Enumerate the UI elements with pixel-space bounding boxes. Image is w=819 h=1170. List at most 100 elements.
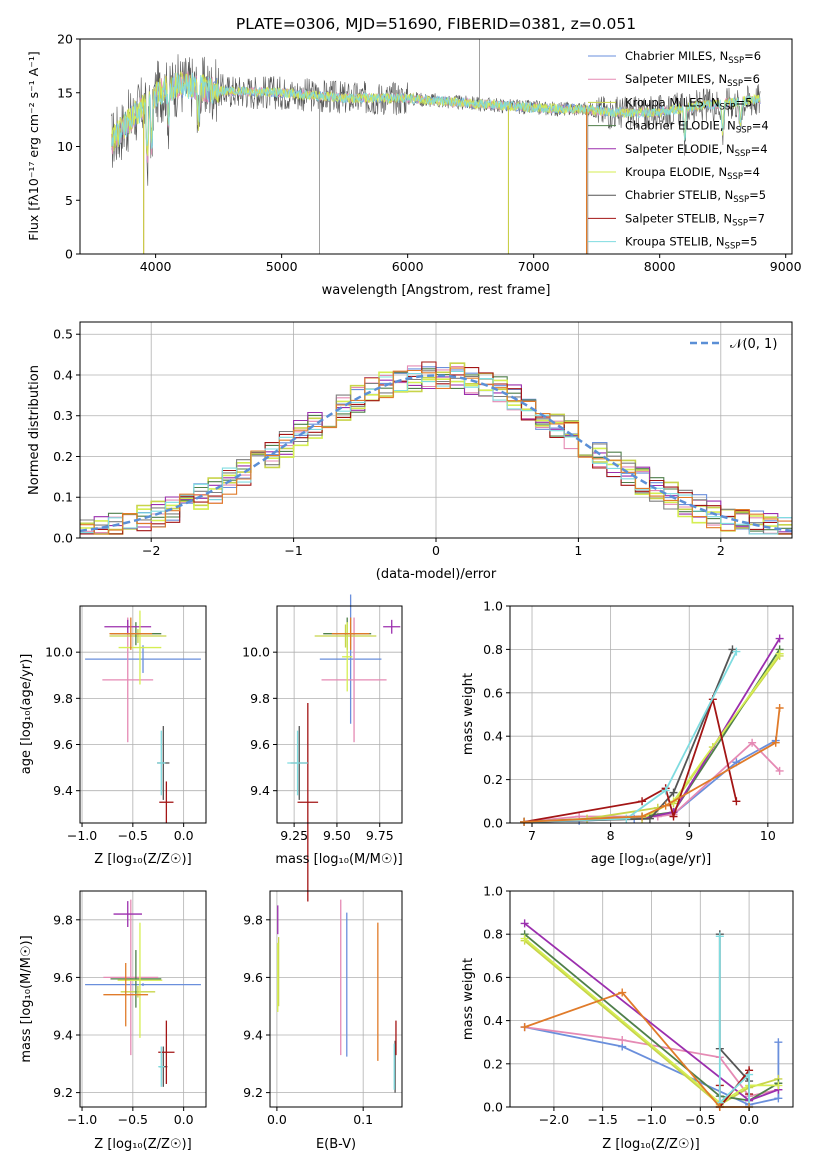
y-tick-label: 9.2 <box>53 1085 73 1100</box>
plus-marker <box>661 801 670 810</box>
legend-label-main: Salpeter ELODIE, N <box>625 142 735 156</box>
residuals-ylabel: Normed distribution <box>27 365 42 495</box>
legend-label-suffix: =5 <box>740 235 757 249</box>
y-tick-label: 0.6 <box>483 970 503 985</box>
y-tick-label: 5 <box>65 193 73 208</box>
y-tick-label: 0.8 <box>483 642 503 657</box>
y-tick-label: 1.0 <box>483 884 503 899</box>
legend-label-suffix: =6 <box>743 72 760 86</box>
legend-label-sub: SSP <box>727 172 743 182</box>
legend-label-main: Salpeter STELIB, N <box>625 211 732 225</box>
residuals-xlabel: (data-model)/error <box>376 567 497 582</box>
x-tick-label: 2 <box>717 543 725 558</box>
mass-vs-Z-xlabel: Z [log₁₀(Z/Z☉)] <box>94 1137 191 1152</box>
x-tick-label: 1 <box>574 543 582 558</box>
x-tick-label: 4000 <box>140 259 172 274</box>
age-vs-Z-axes-frame <box>79 605 207 824</box>
x-tick-label: 7000 <box>518 259 550 274</box>
plus-marker <box>774 1081 783 1090</box>
plus-marker <box>775 634 784 643</box>
mass-weight-line <box>524 937 779 1104</box>
mass-vs-ebv-axes-frame <box>269 890 403 1108</box>
y-tick-label: 0.4 <box>483 729 503 744</box>
model-spectrum-line <box>111 72 761 149</box>
x-tick-label: 0.0 <box>739 1112 759 1127</box>
legend-label-main: Kroupa STELIB, N <box>625 235 725 249</box>
plus-marker <box>748 738 757 747</box>
plus-marker <box>669 812 678 821</box>
x-tick-label: −1.0 <box>67 828 97 843</box>
mass-weight-line <box>718 934 750 1082</box>
plus-marker <box>638 797 647 806</box>
x-tick-label: −2.0 <box>539 1112 569 1127</box>
plus-marker <box>622 814 631 823</box>
legend-label-sub: SSP <box>720 102 736 112</box>
plus-marker <box>775 766 784 775</box>
x-tick-label: −2 <box>142 543 160 558</box>
age-vs-mass-axes-frame <box>276 605 403 824</box>
legend-label-sub: SSP <box>736 126 752 136</box>
x-tick-label: 0.1 <box>353 1112 373 1127</box>
legend-label-sub: SSP <box>727 79 743 89</box>
y-tick-label: 0.5 <box>53 327 73 342</box>
legend-label: Salpeter ELODIE, NSSP=4 <box>625 142 768 159</box>
x-tick-label: 7 <box>528 828 536 843</box>
x-tick-label: −1 <box>284 543 302 558</box>
y-tick-label: 0.6 <box>483 685 503 700</box>
y-tick-label: 0.2 <box>53 449 73 464</box>
y-tick-label: 0.8 <box>483 927 503 942</box>
hist-traces <box>80 361 792 535</box>
x-tick-label: −0.5 <box>118 1112 148 1127</box>
plus-marker <box>669 788 678 797</box>
legend-label-sub: SSP <box>735 149 751 159</box>
y-tick-label: 9.8 <box>53 691 73 706</box>
panel-age-vs-Z: −1.0 −0.5 0.0 9.4 9.6 9.8 10.0 Z [log₁₀(Z/Z☉)]… <box>19 605 207 867</box>
legend-label: Chabrier STELIB, NSSP=5 <box>625 188 766 205</box>
y-tick-label: 0.0 <box>483 1100 503 1115</box>
y-tick-label: 20 <box>57 32 73 47</box>
y-tick-label: 9.4 <box>243 1028 263 1043</box>
x-tick-label: 0.0 <box>267 1112 287 1127</box>
x-tick-label: 8000 <box>644 259 676 274</box>
legend-label: Chabrier ELODIE, NSSP=4 <box>625 119 769 136</box>
legend-label: Salpeter STELIB, NSSP=7 <box>625 211 765 228</box>
age-vs-Z-ylabel: age [log₁₀(age/yr)] <box>19 654 34 775</box>
y-tick-label: 15 <box>57 85 73 100</box>
figure-title: PLATE=0306, MJD=51690, FIBERID=0381, z=0… <box>236 15 636 33</box>
legend-label: Chabrier MILES, NSSP=6 <box>625 49 761 66</box>
massweight-vs-age-ylabel: mass weight <box>461 673 476 755</box>
legend-label: Kroupa MILES, NSSP=5 <box>625 95 752 112</box>
plus-marker <box>775 649 784 658</box>
mass-vs-Z-ylabel: mass [log₁₀(M/M☉)] <box>19 935 34 1062</box>
panel-age-vs-mass: 9.25 9.50 9.75 9.4 9.6 9.8 10.0 mass [log₁₀(M/… <box>242 594 403 902</box>
mass-vs-Z-axes-frame <box>79 890 207 1108</box>
plus-marker <box>520 934 529 943</box>
plus-marker <box>732 647 741 656</box>
mass-weight-line <box>524 933 779 1102</box>
legend-label-main: Kroupa ELODIE, N <box>625 165 727 179</box>
spectrum-traces <box>111 39 761 254</box>
age-vs-Z-xlabel: Z [log₁₀(Z/Z☉)] <box>94 852 191 867</box>
legend-label-main: Chabrier STELIB, N <box>625 188 733 202</box>
x-tick-label: 9000 <box>770 259 802 274</box>
mass-weight-line <box>524 638 781 823</box>
legend-label: Kroupa STELIB, NSSP=5 <box>625 235 757 252</box>
gauss-curve <box>80 374 792 533</box>
x-tick-label: −1.0 <box>636 1112 666 1127</box>
y-tick-label: 0.4 <box>53 367 73 382</box>
residuals-grid <box>80 322 792 539</box>
plus-marker <box>775 703 784 712</box>
plus-marker <box>732 797 741 806</box>
y-tick-label: 10.0 <box>45 645 73 660</box>
legend-label-main: Chabrier MILES, N <box>625 49 728 63</box>
y-tick-label: 0 <box>65 247 73 262</box>
y-tick-label: 0.0 <box>53 531 73 546</box>
plus-marker <box>774 1038 783 1047</box>
legend-label-sub: SSP <box>725 242 741 252</box>
massweight-vs-age-axes-frame <box>509 605 794 824</box>
mass-weight-line <box>524 741 781 823</box>
plus-marker <box>771 738 780 747</box>
y-tick-label: 9.8 <box>243 912 263 927</box>
mass-weight-line <box>524 651 738 823</box>
plus-marker <box>715 932 724 941</box>
